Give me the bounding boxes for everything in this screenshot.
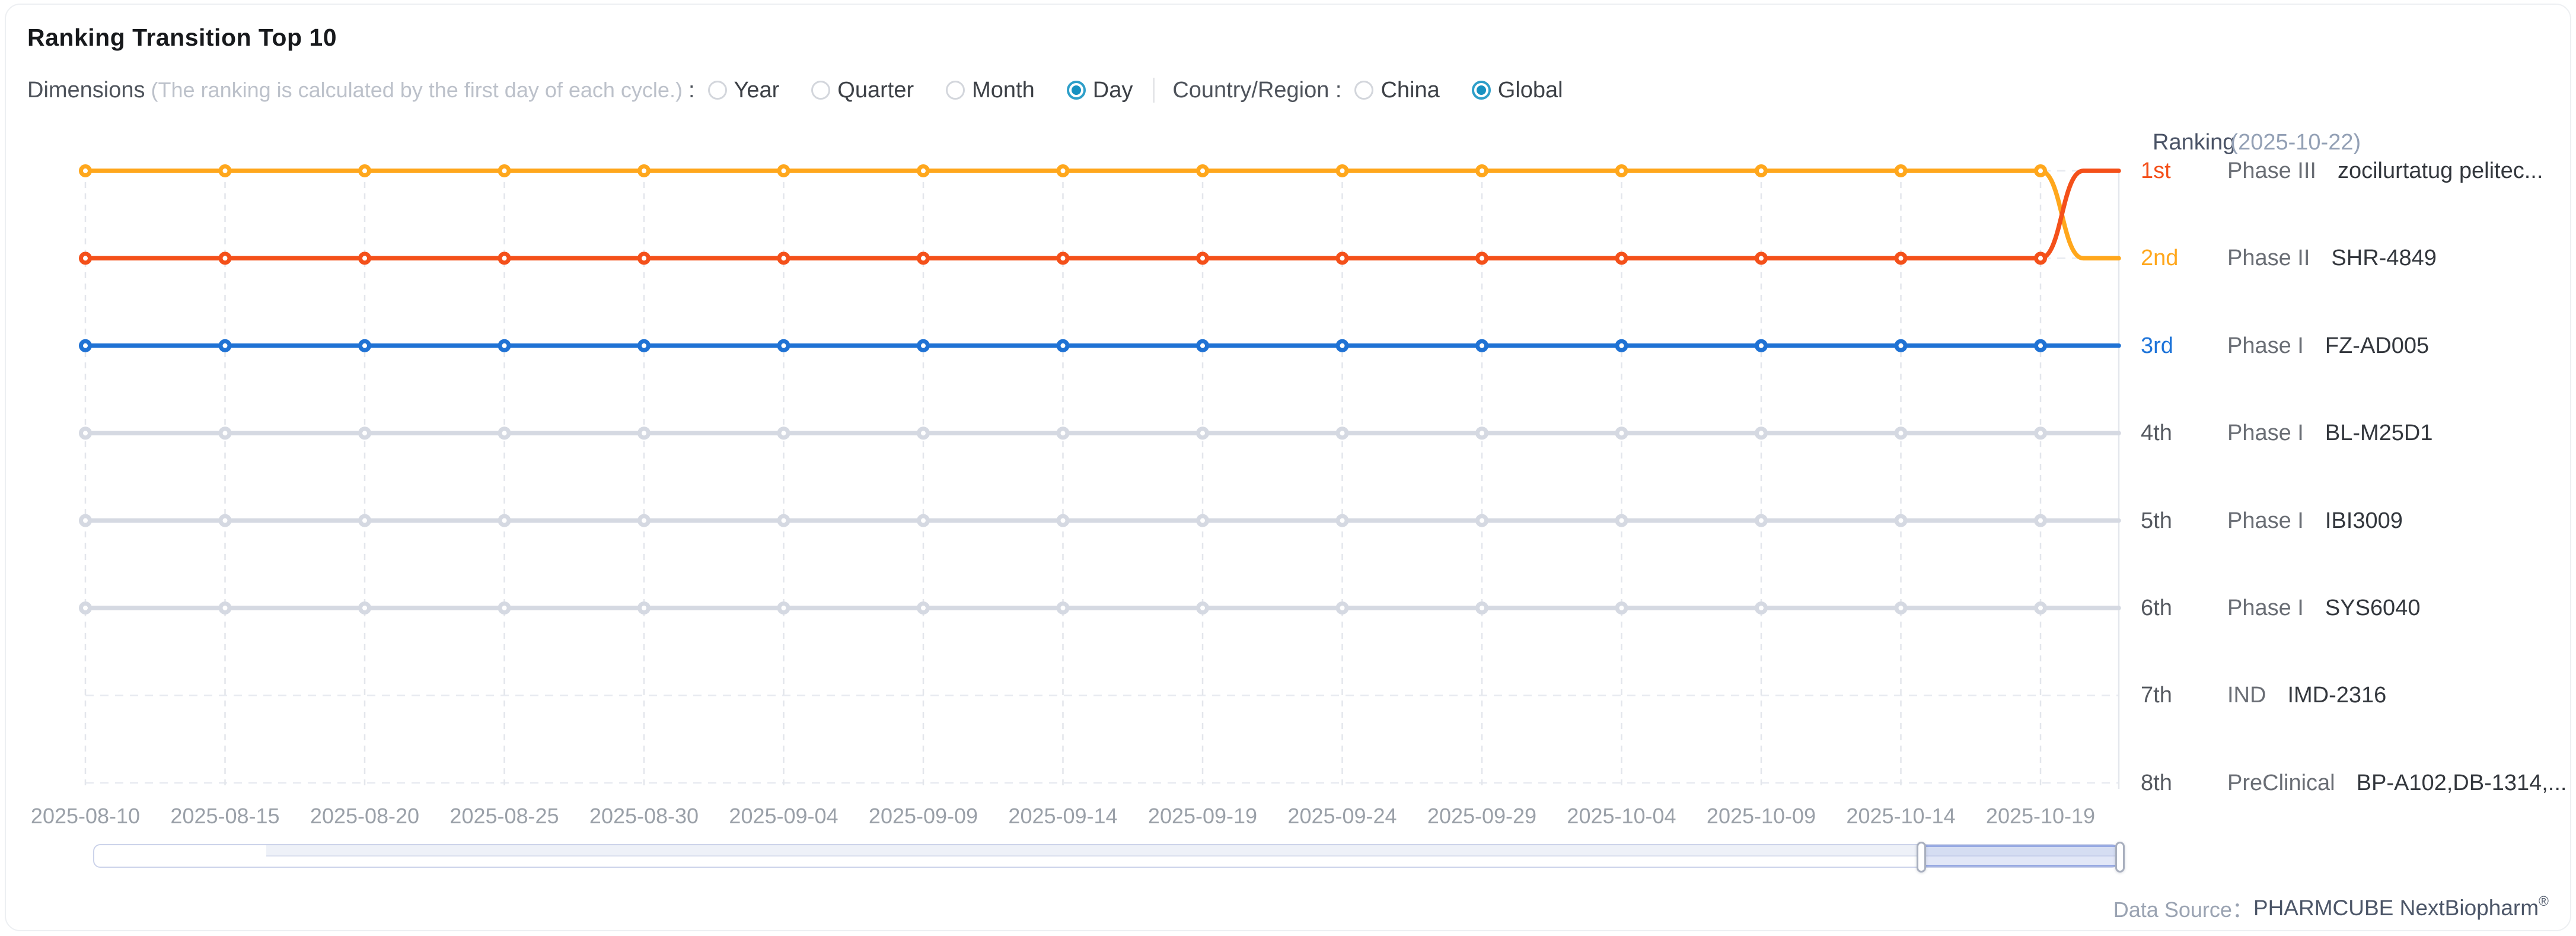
ranking-row-8th: 8th PreClinical BP-A102,DB-1314,...	[2141, 768, 2567, 798]
drug-name[interactable]: BP-A102,DB-1314,...	[2356, 770, 2567, 795]
drug-name[interactable]: zocilurtatug pelitec...	[2337, 158, 2543, 183]
ranking-legend-date: (2025-10-22)	[2230, 129, 2361, 155]
radio-selected-icon[interactable]	[1471, 81, 1491, 100]
dimensions-note: (The ranking is calculated by the first …	[151, 78, 683, 102]
dimensions-colon: :	[688, 77, 695, 103]
rank-label: 2nd	[2141, 245, 2179, 270]
drug-name[interactable]: FZ-AD005	[2325, 333, 2430, 358]
data-zoom-slider[interactable]	[93, 842, 2125, 873]
rank-label: 7th	[2141, 682, 2172, 708]
radio-unselected-icon[interactable]	[1354, 81, 1374, 100]
drug-name[interactable]: SHR-4849	[2331, 245, 2437, 270]
ranking-row-2nd: 2nd Phase II SHR-4849	[2141, 243, 2437, 273]
radio-option-label: Month	[972, 77, 1035, 103]
radio-option-year[interactable]: Year	[707, 77, 780, 103]
radio-option-quarter[interactable]: Quarter	[811, 78, 914, 103]
radio-option-label: Global	[1497, 77, 1563, 103]
rank-label: 1st	[2141, 158, 2171, 183]
radio-option-month[interactable]: Month	[946, 78, 1035, 103]
data-zoom-preview	[266, 845, 2118, 857]
radio-option-label: Quarter	[837, 77, 914, 103]
ranking-row-5th: 5th Phase I IBI3009	[2141, 505, 2403, 536]
radio-option-label: Year	[734, 77, 780, 103]
ranking-legend-panel: Ranking (2025-10-22) 1st Phase III zocilur…	[2141, 0, 2571, 936]
data-source-label: Data Source：	[2113, 897, 2253, 922]
panel-card	[5, 4, 2571, 931]
radio-option-label: Day	[1092, 77, 1133, 103]
rank-label: 3rd	[2141, 333, 2173, 358]
drug-name[interactable]: IBI3009	[2325, 508, 2403, 533]
region-label: Country/Region :	[1172, 77, 1342, 103]
drug-name[interactable]: BL-M25D1	[2325, 420, 2433, 445]
drug-name[interactable]: SYS6040	[2325, 595, 2421, 620]
phase-label: Phase I	[2227, 420, 2304, 445]
rank-label: 8th	[2141, 770, 2172, 795]
rank-label: 4th	[2141, 420, 2172, 445]
registered-trademark-icon: ®	[2539, 893, 2549, 909]
filters-bar: Dimensions (The ranking is calculated by…	[27, 75, 1563, 106]
dimension-radio-group: Year Quarter Month Day	[707, 77, 1133, 103]
data-zoom-selection[interactable]	[1917, 842, 2125, 873]
phase-label: Phase I	[2227, 508, 2304, 533]
ranking-row-6th: 6th Phase I SYS6040	[2141, 593, 2420, 623]
ranking-legend-title: Ranking	[2153, 129, 2236, 155]
radio-option-day[interactable]: Day	[1066, 77, 1133, 103]
data-source: Data Source： PHARMCUBE NextBiopharm ®	[2113, 893, 2549, 922]
radio-unselected-icon[interactable]	[946, 81, 965, 100]
data-source-name: PHARMCUBE NextBiopharm	[2253, 896, 2539, 920]
filters-divider	[1153, 78, 1155, 103]
ranking-row-7th: 7th IND IMD-2316	[2141, 680, 2386, 711]
radio-option-region-china[interactable]: China	[1354, 77, 1440, 103]
phase-label: Phase I	[2227, 595, 2304, 620]
phase-label: Phase II	[2227, 245, 2310, 270]
ranking-legend-header: Ranking (2025-10-22)	[2153, 128, 2361, 157]
drug-name[interactable]: IMD-2316	[2287, 682, 2387, 708]
phase-label: Phase I	[2227, 333, 2304, 358]
radio-selected-icon[interactable]	[1066, 81, 1086, 100]
rank-label: 6th	[2141, 595, 2172, 620]
radio-unselected-icon[interactable]	[707, 81, 727, 100]
ranking-row-3rd: 3rd Phase I FZ-AD005	[2141, 330, 2429, 361]
radio-unselected-icon[interactable]	[811, 81, 831, 100]
phase-label: IND	[2227, 682, 2266, 708]
phase-label: Phase III	[2227, 158, 2316, 183]
ranking-row-1st: 1st Phase III zocilurtatug pelitec...	[2141, 155, 2543, 186]
page-title: Ranking Transition Top 10	[27, 24, 337, 51]
radio-option-label: China	[1381, 77, 1440, 103]
phase-label: PreClinical	[2227, 770, 2335, 795]
data-zoom-right-handle[interactable]	[2115, 842, 2125, 873]
radio-option-region-global[interactable]: Global	[1471, 77, 1563, 103]
ranking-row-4th: 4th Phase I BL-M25D1	[2141, 418, 2433, 448]
dimensions-label: Dimensions	[27, 77, 145, 103]
data-zoom-left-handle[interactable]	[1917, 842, 1926, 873]
rank-label: 5th	[2141, 508, 2172, 533]
region-radio-group: China Global	[1354, 78, 1563, 103]
